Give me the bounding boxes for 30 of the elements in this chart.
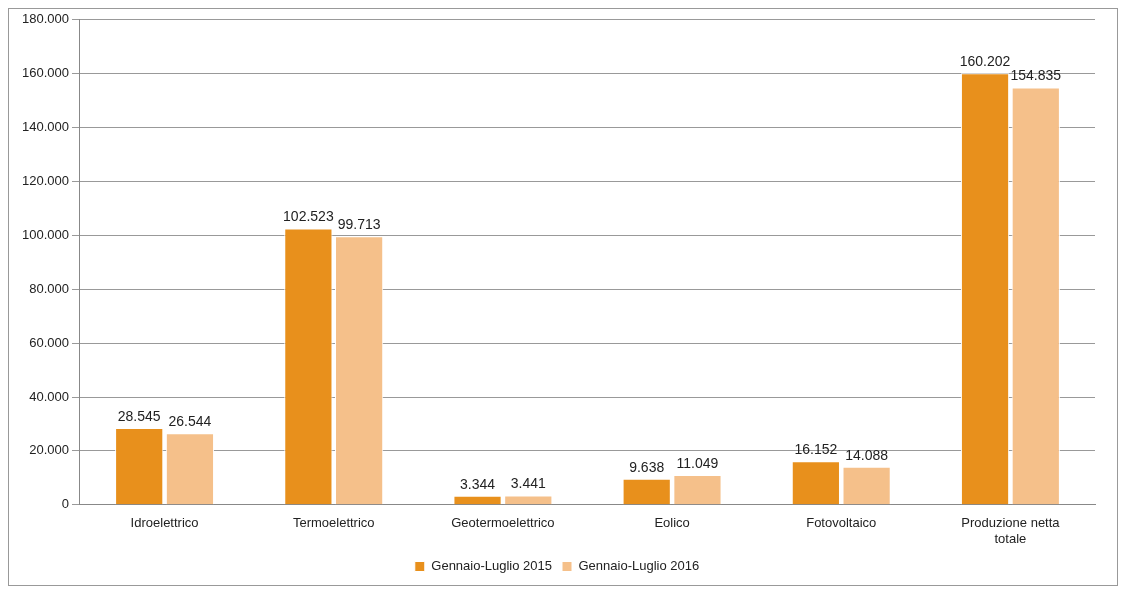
x-tick-label: Produzione netta totale: [961, 515, 1061, 546]
data-label: 154.835: [1010, 67, 1062, 84]
legend-label: Gennaio-Luglio 2016: [578, 558, 700, 574]
x-tick-label: Idroelettrico: [130, 515, 199, 531]
data-label: 16.152: [794, 441, 838, 458]
data-label: 160.202: [959, 53, 1011, 69]
data-label: 3.441: [510, 475, 547, 492]
data-label: 99.713: [337, 215, 381, 232]
y-tick-label: 60.000: [29, 334, 69, 350]
y-tick-label: 100.000: [21, 226, 69, 242]
data-label: 9.638: [629, 458, 665, 475]
data-label: 14.088: [845, 446, 889, 463]
x-tick-label: Termoelettrico: [292, 515, 375, 531]
y-tick-label: 160.000: [21, 65, 69, 81]
y-tick-label: 40.000: [29, 388, 69, 404]
data-label: 102.523: [283, 208, 334, 225]
y-tick-label: 140.000: [21, 119, 69, 135]
y-tick-label: 120.000: [21, 173, 69, 189]
y-tick-label: 80.000: [29, 280, 69, 296]
x-tick-label: Geotermoelettrico: [451, 515, 555, 531]
y-tick-label: 20.000: [29, 442, 69, 458]
data-label: 11.049: [676, 454, 719, 471]
data-label: 28.545: [117, 407, 161, 424]
y-tick-label: 180.000: [21, 11, 69, 27]
data-label: 3.344: [460, 475, 496, 492]
x-tick-label: Fotovoltaico: [806, 515, 877, 531]
legend-label: Gennaio-Luglio 2015: [431, 558, 553, 574]
y-tick-label: 0: [61, 496, 69, 512]
x-tick-label: Eolico: [654, 515, 690, 531]
data-label: 26.544: [168, 413, 212, 430]
